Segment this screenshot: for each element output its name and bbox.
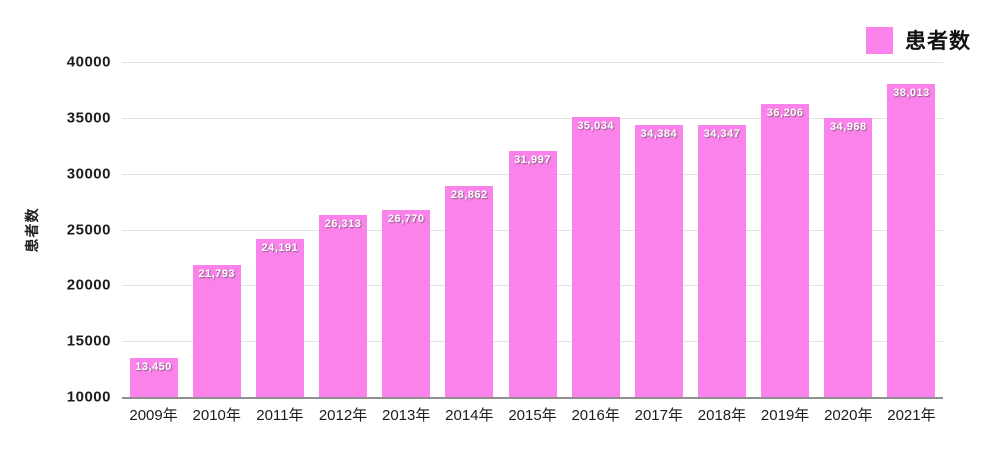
x-tick-label: 2020年	[824, 407, 873, 424]
x-tick-label: 2013年	[382, 407, 431, 424]
y-tick-label: 30000	[66, 165, 111, 183]
x-tick-label: 2018年	[697, 407, 747, 424]
legend-label: 患者数	[905, 30, 971, 53]
bar: 36,206	[761, 104, 810, 397]
bar: 35,034	[571, 117, 620, 397]
bar: 13,450	[129, 358, 178, 397]
bar-value-label: 26,313	[324, 217, 362, 230]
bar: 38,013	[887, 84, 936, 397]
y-tick-label: 20000	[66, 276, 111, 294]
bar-value-label: 34,347	[703, 128, 741, 141]
bar-value-label: 35,034	[577, 120, 614, 133]
bar-value-label: 21,793	[198, 268, 236, 281]
bar-value-label: 31,997	[514, 154, 551, 167]
x-tick-label: 2012年	[318, 407, 368, 424]
bar: 28,862	[445, 186, 494, 397]
x-tick-label: 2009年	[129, 407, 178, 424]
bar: 34,347	[697, 125, 746, 397]
bar-value-label: 34,968	[829, 121, 867, 134]
legend-swatch	[866, 26, 893, 54]
x-tick-label: 2014年	[445, 407, 494, 424]
legend: 患者数	[866, 25, 971, 55]
x-tick-label: 2015年	[508, 407, 557, 424]
x-tick-label: 2019年	[760, 407, 810, 424]
bar-value-label: 34,384	[640, 127, 678, 140]
gridline	[122, 117, 943, 119]
bar-value-label: 36,206	[766, 107, 804, 120]
y-tick-label: 15000	[66, 332, 111, 350]
bar-value-label: 24,191	[261, 241, 299, 254]
bar: 31,997	[508, 151, 557, 397]
y-tick-label: 10000	[66, 388, 111, 406]
bar: 21,793	[192, 265, 241, 397]
y-tick-label: 35000	[66, 109, 111, 127]
x-tick-label: 2011年	[256, 407, 304, 424]
bar: 34,384	[634, 124, 683, 397]
bar: 26,770	[382, 209, 431, 397]
y-tick-label: 40000	[66, 53, 111, 71]
x-tick-label: 2021年	[887, 407, 936, 424]
bar-value-label: 38,013	[893, 87, 930, 100]
x-tick-label: 2010年	[192, 407, 241, 424]
bar: 34,968	[824, 118, 873, 397]
x-tick-label: 2016年	[571, 407, 620, 424]
bar: 24,191	[255, 238, 304, 397]
gridline	[122, 62, 943, 63]
bar-value-label: 26,770	[387, 212, 425, 225]
plot-area: 13,450 21,793 24,191 26,313 26,770 28,862 31,9…	[122, 62, 943, 399]
bar-value-label: 28,862	[451, 189, 488, 202]
x-tick-label: 2017年	[634, 407, 683, 424]
bar-value-label: 13,450	[135, 361, 172, 374]
bar: 26,313	[319, 214, 368, 397]
y-tick-label: 25000	[66, 221, 111, 238]
